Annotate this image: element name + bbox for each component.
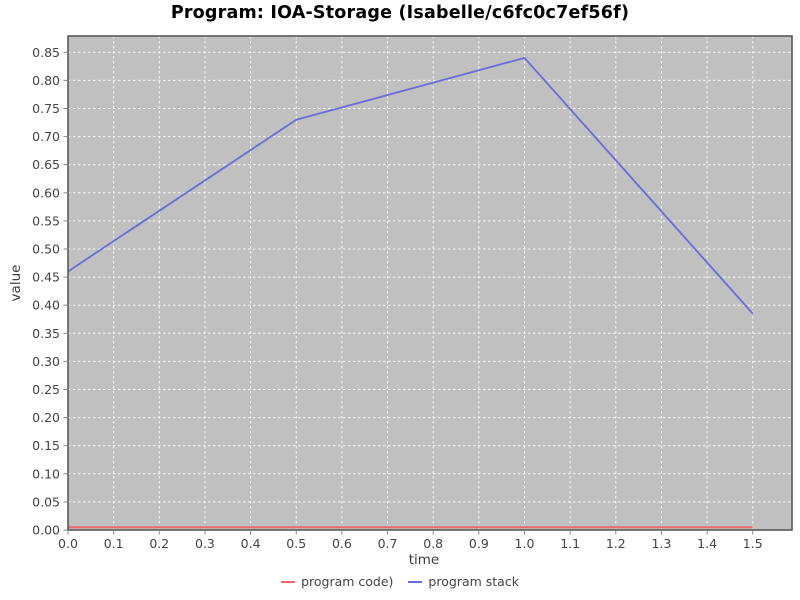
x-tick-label: 1.4 xyxy=(697,536,717,551)
y-tick-label: 0.05 xyxy=(32,494,60,509)
chart-title: Program: IOA-Storage (Isabelle/c6fc0c7ef… xyxy=(170,3,630,23)
y-tick-label: 0.15 xyxy=(32,438,60,453)
plot-border xyxy=(67,35,793,531)
x-tick-label: 1.2 xyxy=(606,536,626,551)
x-tick-label: 0.9 xyxy=(469,536,489,551)
x-tick-label: 0.1 xyxy=(104,536,124,551)
y-tick-label: 0.75 xyxy=(32,101,60,116)
y-tick-label: 0.80 xyxy=(32,73,60,88)
y-tick-label: 0.40 xyxy=(32,298,60,313)
y-tick-label: 0.85 xyxy=(32,45,60,60)
y-tick-label: 0.70 xyxy=(32,129,60,144)
y-tick-label: 0.50 xyxy=(32,241,60,256)
x-tick-label: 1.5 xyxy=(743,536,763,551)
legend-swatch xyxy=(408,580,423,583)
x-tick-label: 0.7 xyxy=(378,536,398,551)
y-axis-label: value xyxy=(8,264,24,302)
x-tick-label: 0.3 xyxy=(195,536,215,551)
legend-item: program stack xyxy=(408,574,519,589)
x-tick-label: 1.1 xyxy=(560,536,580,551)
x-tick-label: 1.0 xyxy=(515,536,535,551)
legend-label: program code) xyxy=(301,574,394,589)
x-tick-label: 0.5 xyxy=(286,536,306,551)
y-tick-label: 0.20 xyxy=(32,410,60,425)
y-tick-label: 0.00 xyxy=(32,523,60,538)
series-line xyxy=(67,57,754,315)
y-tick-label: 0.65 xyxy=(32,157,60,172)
x-tick-label: 1.3 xyxy=(651,536,671,551)
x-tick-label: 0.0 xyxy=(58,536,78,551)
x-tick-label: 0.6 xyxy=(332,536,352,551)
y-tick-label: 0.30 xyxy=(32,354,60,369)
y-tick-label: 0.55 xyxy=(32,213,60,228)
y-tick-label: 0.35 xyxy=(32,326,60,341)
x-tick-label: 0.8 xyxy=(423,536,443,551)
legend-item: program code) xyxy=(281,574,393,589)
x-tick-label: 0.2 xyxy=(149,536,169,551)
plot-background xyxy=(68,36,792,530)
y-tick-label: 0.25 xyxy=(32,382,60,397)
y-tick-label: 0.10 xyxy=(32,466,60,481)
x-axis-label: time xyxy=(408,552,440,568)
x-tick-label: 0.4 xyxy=(241,536,261,551)
y-tick-label: 0.45 xyxy=(32,270,60,285)
legend-swatch xyxy=(281,580,296,583)
legend: program code) program stack xyxy=(0,574,800,589)
legend-label: program stack xyxy=(428,574,519,589)
y-tick-label: 0.60 xyxy=(32,185,60,200)
